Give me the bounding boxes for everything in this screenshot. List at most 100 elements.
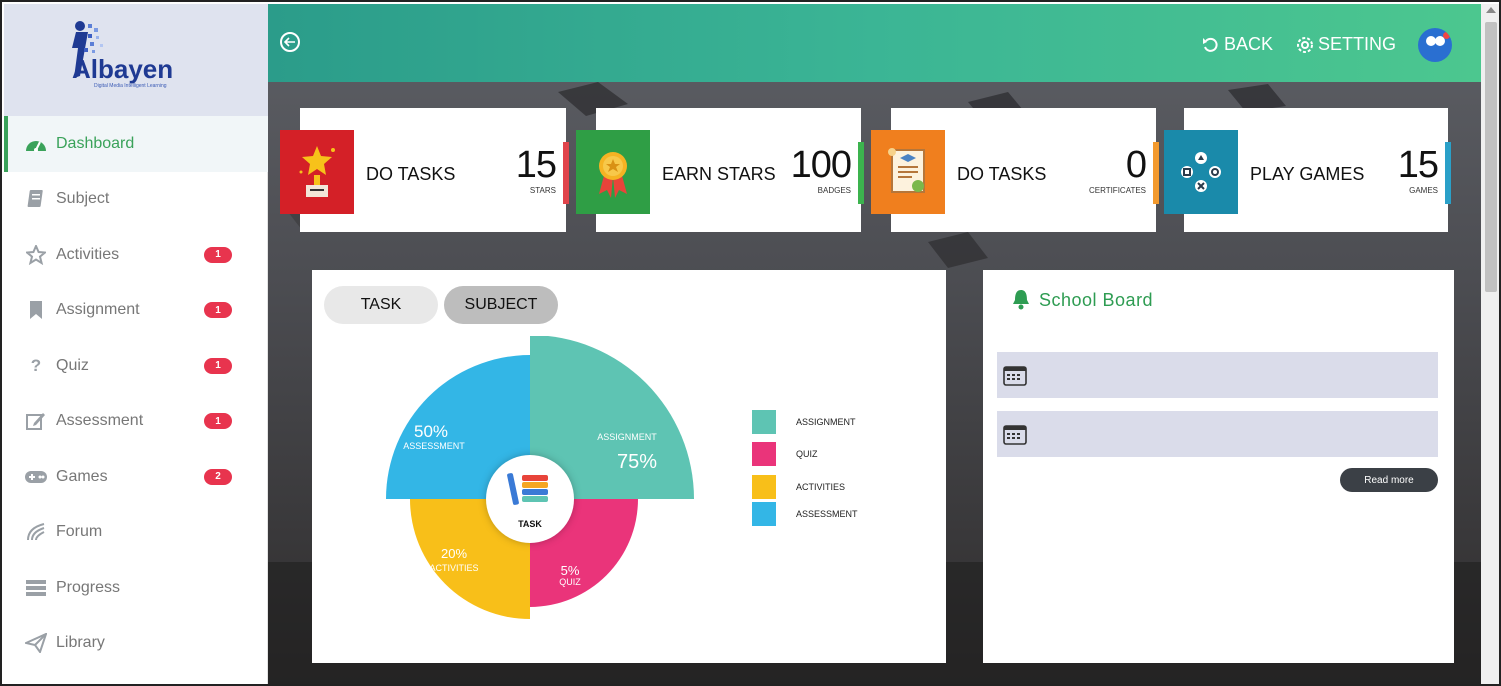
sidebar-item-forum[interactable]: Forum xyxy=(4,505,268,561)
stat-card[interactable]: DO TASKS 15 STARS xyxy=(280,108,569,232)
stat-card-label: DO TASKS xyxy=(957,164,1047,184)
legend-item: ASSIGNMENT xyxy=(752,410,856,434)
stat-card-label: PLAY GAMES xyxy=(1250,164,1365,184)
bookmark-icon xyxy=(24,300,48,320)
sidebar: Albayen Digital Media Intelligent Learni… xyxy=(4,4,268,684)
sidebar-nav: Dashboard Subject Activities 1 Assignment… xyxy=(4,116,268,671)
slice-name-label: ACTIVITIES xyxy=(429,563,478,573)
sidebar-item-quiz[interactable]: ? Quiz 1 xyxy=(4,338,268,394)
board-entry[interactable] xyxy=(997,352,1438,398)
back-label: BACK xyxy=(1224,34,1274,54)
sidebar-item-dashboard[interactable]: Dashboard xyxy=(4,116,268,172)
collapse-sidebar-icon[interactable] xyxy=(280,32,300,52)
logo-area: Albayen Digital Media Intelligent Learni… xyxy=(4,4,268,116)
books-icon xyxy=(507,473,548,505)
notification-dot xyxy=(1443,32,1450,39)
legend-swatch xyxy=(752,502,776,526)
gear-icon xyxy=(1297,36,1313,53)
stat-card[interactable]: PLAY GAMES 15 GAMES xyxy=(1164,108,1451,232)
logo-icon xyxy=(72,21,103,78)
pie-slice-assessment[interactable] xyxy=(386,355,530,499)
sidebar-item-label: Assignment xyxy=(56,301,140,319)
count-badge: 1 xyxy=(204,246,232,263)
slice-name-label: QUIZ xyxy=(559,577,581,587)
bell-icon xyxy=(1013,290,1029,310)
legend-label: ASSESSMENT xyxy=(796,509,858,519)
gamepad-icon xyxy=(24,467,48,487)
stat-card-unit: GAMES xyxy=(1409,186,1438,195)
legend-label: ACTIVITIES xyxy=(796,482,846,492)
school-board-title: School Board xyxy=(1039,290,1154,310)
count-badge: 1 xyxy=(204,357,232,374)
user-avatar[interactable] xyxy=(1418,28,1452,62)
stat-card[interactable]: EARN STARS 100 BADGES xyxy=(576,108,864,232)
slice-value-label: 75% xyxy=(617,451,657,473)
slice-name-label: ASSESSMENT xyxy=(403,441,465,451)
read-more-button[interactable]: Read more xyxy=(1340,468,1438,492)
card-accent-bar xyxy=(563,142,569,204)
sidebar-item-label: Games xyxy=(56,467,108,485)
star-icon xyxy=(24,244,48,265)
board-entry[interactable] xyxy=(997,411,1438,457)
stat-card-unit: STARS xyxy=(529,186,556,195)
legend-swatch xyxy=(752,475,776,499)
stat-card-value: 15 xyxy=(1397,144,1439,186)
book-icon xyxy=(24,189,48,209)
stat-card-unit: CERTIFICATES xyxy=(1088,186,1146,195)
tab-subject[interactable]: SUBJECT xyxy=(444,286,558,324)
sidebar-item-games[interactable]: Games 2 xyxy=(4,449,268,505)
count-badge: 1 xyxy=(204,302,232,319)
legend-label: ASSIGNMENT xyxy=(796,417,856,427)
school-board-panel: School Board Read more xyxy=(983,270,1454,663)
progress-icon xyxy=(24,578,48,598)
task-chart-panel: TASK SUBJECT 75% ASSIGNMENT 5% QUIZ 20% ACTIV… xyxy=(312,270,946,663)
sidebar-item-label: Activities xyxy=(56,245,120,263)
count-badge: 2 xyxy=(204,468,232,485)
sidebar-item-library[interactable]: Library xyxy=(4,616,268,672)
stat-card[interactable]: DO TASKS 0 CERTIFICATES xyxy=(871,108,1159,232)
main-content: BACK SETTING DO TASKS 15 STARS EARN STAR… xyxy=(268,4,1481,684)
pie-chart: 75% ASSIGNMENT 5%QUIZ 20% ACTIVITIES 50%ASSES… xyxy=(386,336,694,619)
sidebar-item-progress[interactable]: Progress xyxy=(4,560,268,616)
medal-icon xyxy=(576,130,650,214)
setting-button[interactable]: SETTING xyxy=(1296,34,1396,55)
top-bar: BACK SETTING xyxy=(268,4,1481,82)
sidebar-item-label: Quiz xyxy=(56,356,89,374)
sidebar-item-label: Progress xyxy=(56,578,121,596)
stat-card-value: 15 xyxy=(515,144,557,186)
sidebar-item-label: Dashboard xyxy=(56,134,135,152)
gamepad-buttons-icon xyxy=(1164,130,1238,214)
legend-swatch xyxy=(752,410,776,434)
stat-card-value: 100 xyxy=(790,144,852,186)
stat-card-unit: BADGES xyxy=(817,186,851,195)
trophy-star-icon xyxy=(280,130,354,214)
tab-task[interactable]: TASK xyxy=(324,286,438,324)
setting-label: SETTING xyxy=(1318,34,1397,54)
undo-icon xyxy=(1203,37,1218,52)
calendar-icon xyxy=(1003,366,1027,386)
sidebar-item-assignment[interactable]: Assignment 1 xyxy=(4,283,268,339)
sidebar-item-assessment[interactable]: Assessment 1 xyxy=(4,394,268,450)
sidebar-item-subject[interactable]: Subject xyxy=(4,172,268,228)
vertical-scrollbar[interactable] xyxy=(1481,4,1499,684)
scroll-up-arrow[interactable] xyxy=(1486,7,1496,13)
sidebar-item-label: Forum xyxy=(56,523,103,541)
card-accent-bar xyxy=(1445,142,1451,204)
scroll-thumb[interactable] xyxy=(1485,22,1497,292)
dashboard-icon xyxy=(24,134,48,154)
certificate-icon xyxy=(871,130,945,214)
paper-plane-icon xyxy=(24,633,48,654)
pie-slice-assignment[interactable] xyxy=(530,336,694,499)
back-button[interactable]: BACK xyxy=(1202,34,1273,55)
legend-item: ACTIVITIES xyxy=(752,475,845,499)
edit-icon xyxy=(24,411,48,431)
slice-value-label: 20% xyxy=(441,546,467,561)
slice-value-label: 5% xyxy=(561,563,580,578)
stat-card-value: 0 xyxy=(1125,144,1147,186)
card-accent-bar xyxy=(1153,142,1159,204)
forum-icon xyxy=(24,522,48,542)
sidebar-item-activities[interactable]: Activities 1 xyxy=(4,227,268,283)
stat-card-label: DO TASKS xyxy=(366,164,456,184)
logo-text: Albayen xyxy=(72,54,174,84)
